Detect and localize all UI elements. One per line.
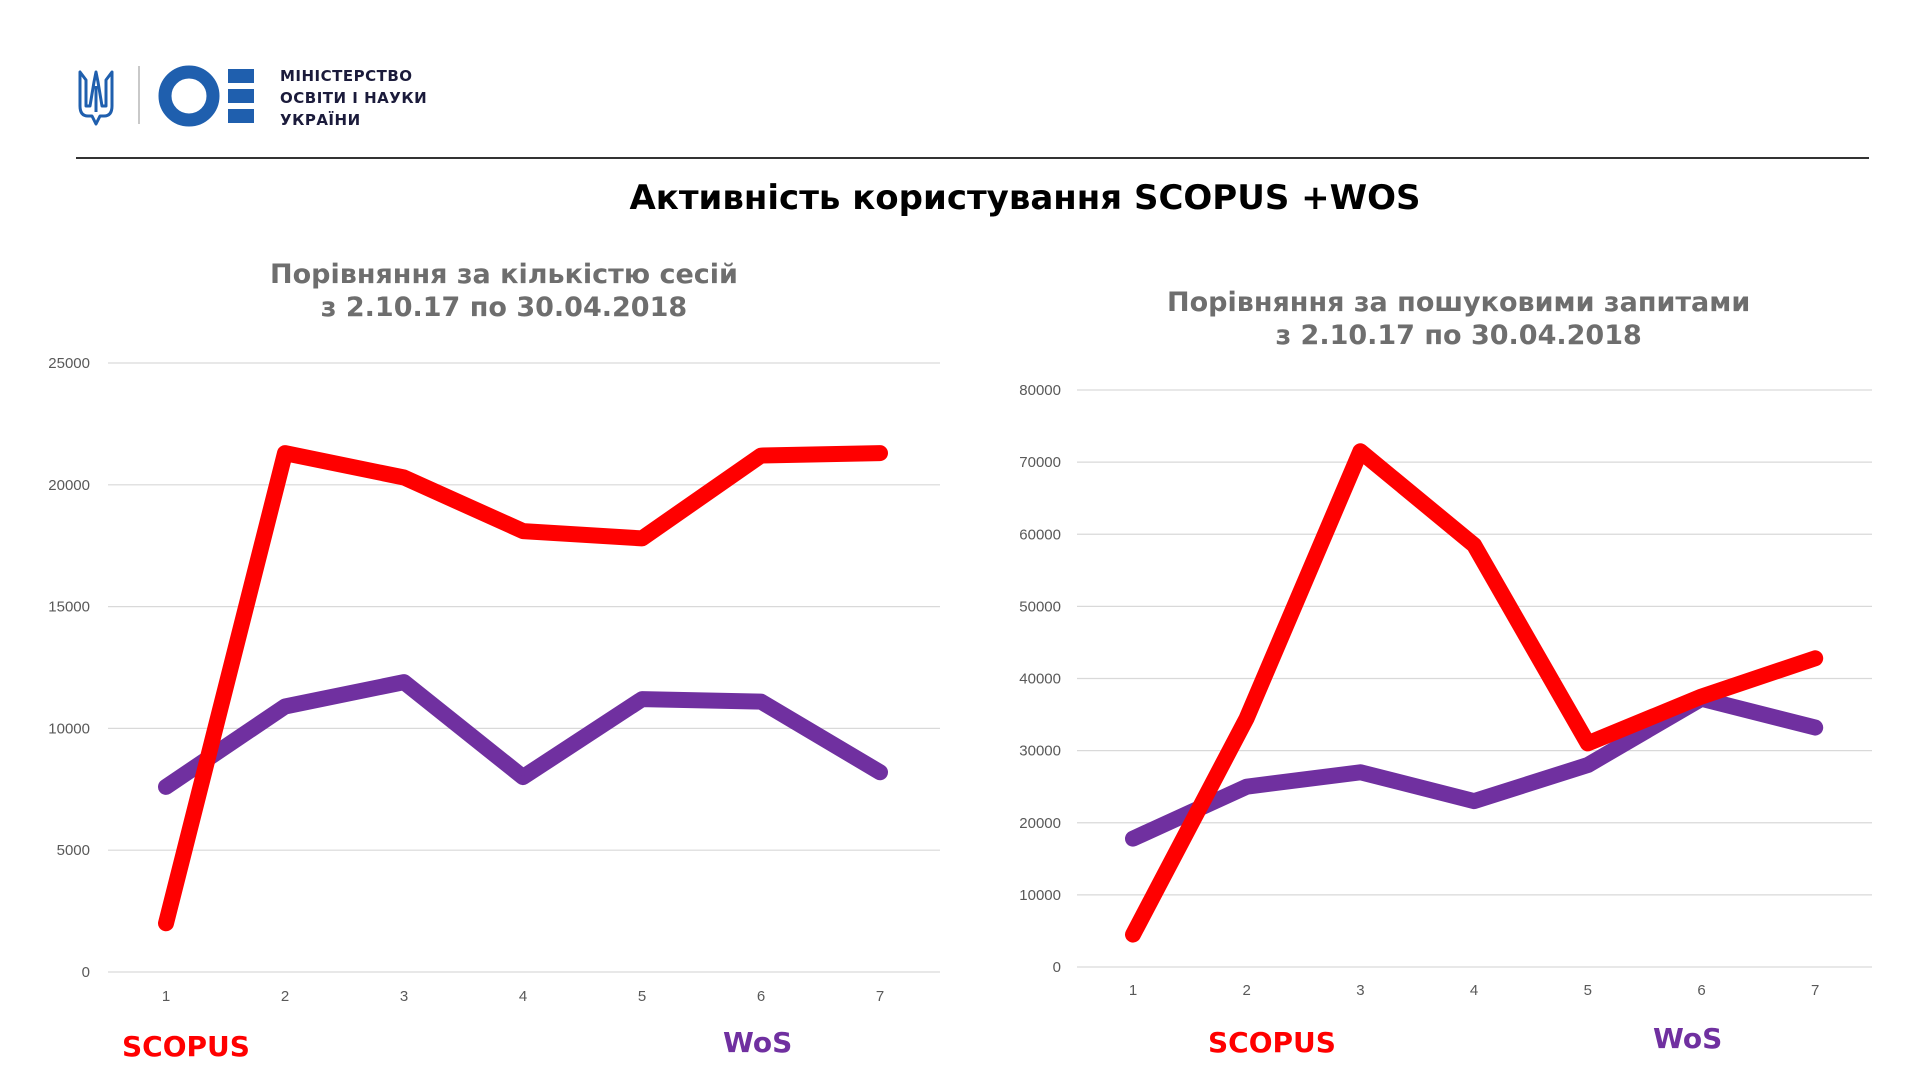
data-point-scopus xyxy=(1813,656,1818,661)
data-point-scopus xyxy=(1585,741,1590,746)
data-point-wos xyxy=(640,697,644,702)
data-point-scopus xyxy=(164,921,168,926)
data-point-wos xyxy=(1472,799,1477,804)
x-tick-label: 1 xyxy=(162,988,170,1005)
sessions-line-chart: 0 5000 10000 15000 20000 25000 1 2 3 4 5 6 7 xyxy=(48,355,940,1005)
data-point-scopus xyxy=(640,536,644,541)
ministry-header: МІНІСТЕРСТВО ОСВІТИ І НАУКИ УКРАЇНИ xyxy=(76,58,1876,138)
y-tick-label: 80000 xyxy=(1019,382,1061,399)
x-tick-label: 6 xyxy=(1697,982,1705,999)
data-point-wos xyxy=(1358,770,1363,775)
series-line-scopus xyxy=(158,445,888,932)
chart-1-title: Порівняння за кількістю сесій з 2.10.17 … xyxy=(270,258,738,324)
y-tick-label: 15000 xyxy=(48,599,90,616)
data-point-scopus xyxy=(759,453,763,458)
data-point-scopus xyxy=(1358,449,1363,454)
search-queries-line-chart: 0 10000 20000 30000 40000 50000 60000 70000 8000… xyxy=(1019,382,1872,999)
y-tick-label: 0 xyxy=(1053,959,1061,976)
chart-2-title: Порівняння за пошуковими запитами з 2.10… xyxy=(1167,286,1750,352)
y-tick-label: 60000 xyxy=(1019,526,1061,543)
data-point-scopus xyxy=(878,451,882,456)
series-line-wos xyxy=(1125,690,1824,847)
data-point-scopus xyxy=(1699,694,1704,699)
y-tick-label: 0 xyxy=(82,964,90,981)
y-tick-label: 30000 xyxy=(1019,743,1061,760)
data-point-scopus xyxy=(1131,932,1135,937)
data-point-wos xyxy=(1244,784,1249,789)
x-tick-label: 2 xyxy=(1243,982,1251,999)
data-point-wos xyxy=(1131,836,1135,841)
y-tick-label: 10000 xyxy=(1019,887,1061,904)
y-tick-label: 50000 xyxy=(1019,598,1061,615)
x-tick-label: 2 xyxy=(281,988,289,1005)
x-tick-label: 7 xyxy=(876,988,884,1005)
x-tick-label: 5 xyxy=(638,988,646,1005)
data-point-wos xyxy=(521,775,525,780)
y-tick-label: 70000 xyxy=(1019,454,1061,471)
y-tick-label: 25000 xyxy=(48,355,90,372)
header-rule xyxy=(76,157,1869,159)
chart-1-subtitle-line: з 2.10.17 по 30.04.2018 xyxy=(320,292,688,323)
data-point-scopus xyxy=(1244,716,1249,721)
x-tick-label: 3 xyxy=(400,988,408,1005)
chart-1-legend-scopus: SCOPUS xyxy=(122,1030,250,1063)
data-point-wos xyxy=(1813,725,1818,730)
y-tick-label: 20000 xyxy=(48,477,90,494)
data-point-wos xyxy=(1585,763,1590,768)
data-point-scopus xyxy=(521,529,525,534)
x-tick-label: 1 xyxy=(1129,982,1137,999)
series-line-scopus xyxy=(1125,443,1824,943)
x-tick-label: 3 xyxy=(1356,982,1364,999)
x-tick-label: 5 xyxy=(1584,982,1592,999)
chart-1-legend-wos: WoS xyxy=(723,1026,793,1059)
y-tick-label: 20000 xyxy=(1019,815,1061,832)
y-tick-label: 40000 xyxy=(1019,671,1061,688)
data-point-scopus xyxy=(1472,543,1477,548)
chart-2-title-line: Порівняння за пошуковими запитами xyxy=(1167,287,1751,318)
ministry-name-line: ОСВІТИ І НАУКИ xyxy=(280,89,428,107)
chart-2-legend-scopus: SCOPUS xyxy=(1208,1026,1336,1059)
data-point-wos xyxy=(402,680,406,685)
data-point-wos xyxy=(759,699,763,704)
ministry-name-line: УКРАЇНИ xyxy=(280,111,361,129)
data-point-wos xyxy=(283,704,287,709)
data-point-scopus xyxy=(402,475,406,480)
ministry-name: МІНІСТЕРСТВО ОСВІТИ І НАУКИ УКРАЇНИ xyxy=(280,65,427,131)
x-tick-label: 4 xyxy=(1470,982,1478,999)
data-point-wos xyxy=(164,784,168,789)
x-tick-label: 4 xyxy=(519,988,527,1005)
y-tick-label: 5000 xyxy=(57,842,90,859)
data-point-wos xyxy=(878,770,882,775)
ministry-logo-icon xyxy=(158,65,254,127)
chart-2-legend-wos: WoS xyxy=(1653,1022,1723,1055)
ukraine-trident-icon xyxy=(78,70,114,126)
x-tick-label: 7 xyxy=(1811,982,1819,999)
chart-2-subtitle-line: з 2.10.17 по 30.04.2018 xyxy=(1275,320,1642,351)
ministry-name-line: МІНІСТЕРСТВО xyxy=(280,67,413,85)
data-point-scopus xyxy=(283,451,287,456)
header-divider xyxy=(138,66,140,124)
page-title: Активність користування SCOPUS +WOS xyxy=(629,178,1421,218)
y-tick-label: 10000 xyxy=(48,720,90,737)
x-tick-label: 6 xyxy=(757,988,765,1005)
chart-1-title-line: Порівняння за кількістю сесій xyxy=(270,259,738,290)
series-line-wos xyxy=(158,674,888,795)
